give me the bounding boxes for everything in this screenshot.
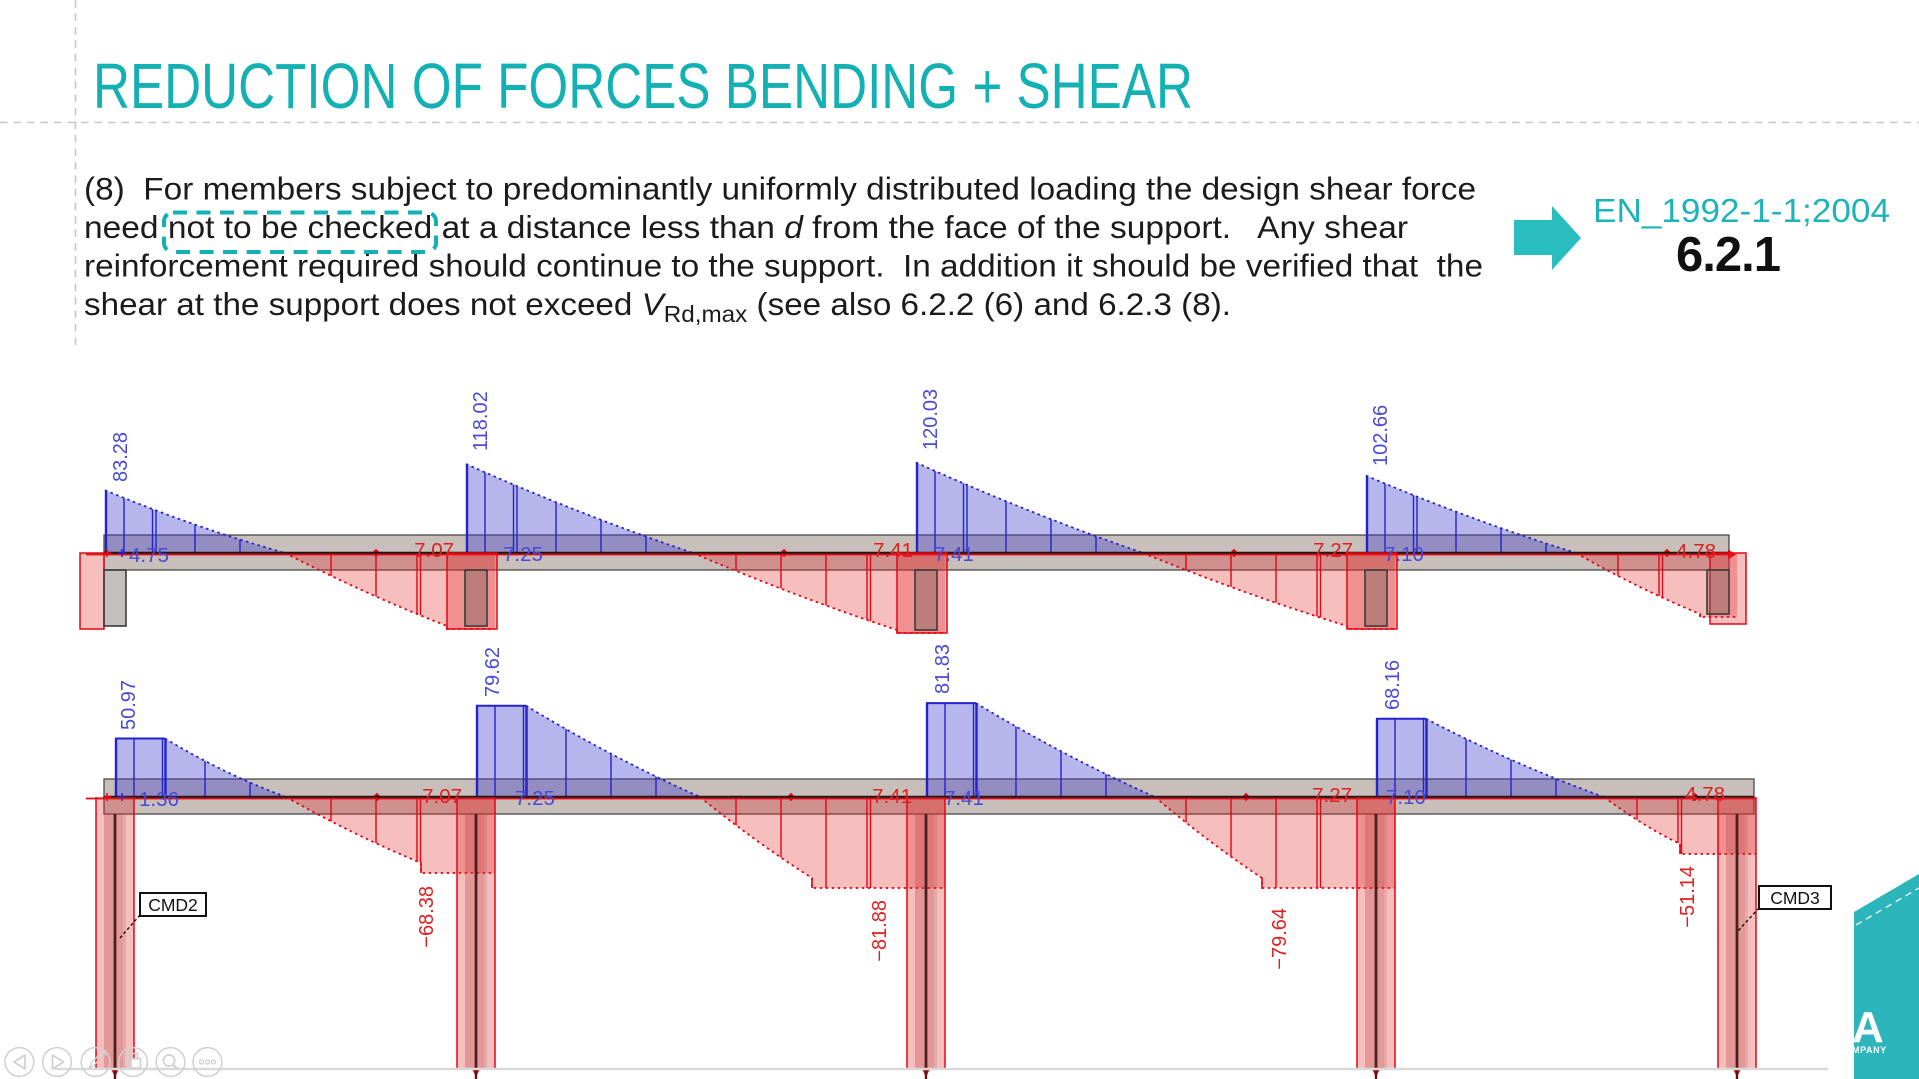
svg-text:7.41: 7.41 [944,787,984,810]
svg-text:4.78: 4.78 [1676,540,1716,563]
svg-text:4.78: 4.78 [1685,783,1725,806]
svg-text:120.03: 120.03 [920,389,942,450]
svg-text:need not to be checked at a di: need not to be checked at a distance les… [84,209,1408,245]
svg-text:4.75: 4.75 [129,544,169,567]
svg-text:7.25: 7.25 [515,787,555,810]
svg-text:6.2.1: 6.2.1 [1676,228,1780,282]
svg-text:EN_1992-1-1;2004: EN_1992-1-1;2004 [1593,193,1890,230]
svg-text:7.07: 7.07 [414,539,454,562]
svg-text:−81.88: −81.88 [869,900,891,962]
svg-text:7.25: 7.25 [503,543,543,566]
svg-text:(8) For members subject to pr: (8) For members subject to predominantly… [84,171,1476,207]
svg-text:7.41: 7.41 [872,785,912,808]
svg-text:7.10: 7.10 [1386,786,1426,809]
svg-text:79.62: 79.62 [482,647,504,697]
svg-text:CMD2: CMD2 [148,895,198,915]
svg-text:7.27: 7.27 [1312,784,1352,807]
svg-text:68.16: 68.16 [1382,660,1404,710]
svg-text:−68.38: −68.38 [416,886,438,948]
svg-text:shear at the support does not: shear at the support does not exceed VRd… [84,286,1231,327]
svg-text:CMD3: CMD3 [1770,888,1820,908]
svg-text:7.41: 7.41 [873,539,913,562]
svg-text:81.83: 81.83 [932,644,954,694]
svg-text:1.36: 1.36 [139,788,179,811]
svg-text:7.10: 7.10 [1384,543,1424,566]
svg-text:102.66: 102.66 [1370,405,1392,466]
svg-text:REDUCTION OF FORCES BENDING +: REDUCTION OF FORCES BENDING + SHEAR [93,50,1193,122]
svg-text:−79.64: −79.64 [1269,908,1291,970]
svg-text:7.41: 7.41 [934,543,974,566]
svg-text:MPANY: MPANY [1852,1045,1887,1055]
svg-text:A: A [1852,1003,1884,1052]
svg-text:−51.14: −51.14 [1677,866,1699,928]
svg-text:7.07: 7.07 [422,785,462,808]
svg-text:50.97: 50.97 [118,680,140,730]
svg-text:7.27: 7.27 [1313,539,1353,562]
svg-text:118.02: 118.02 [470,391,492,451]
svg-text:83.28: 83.28 [110,432,132,482]
